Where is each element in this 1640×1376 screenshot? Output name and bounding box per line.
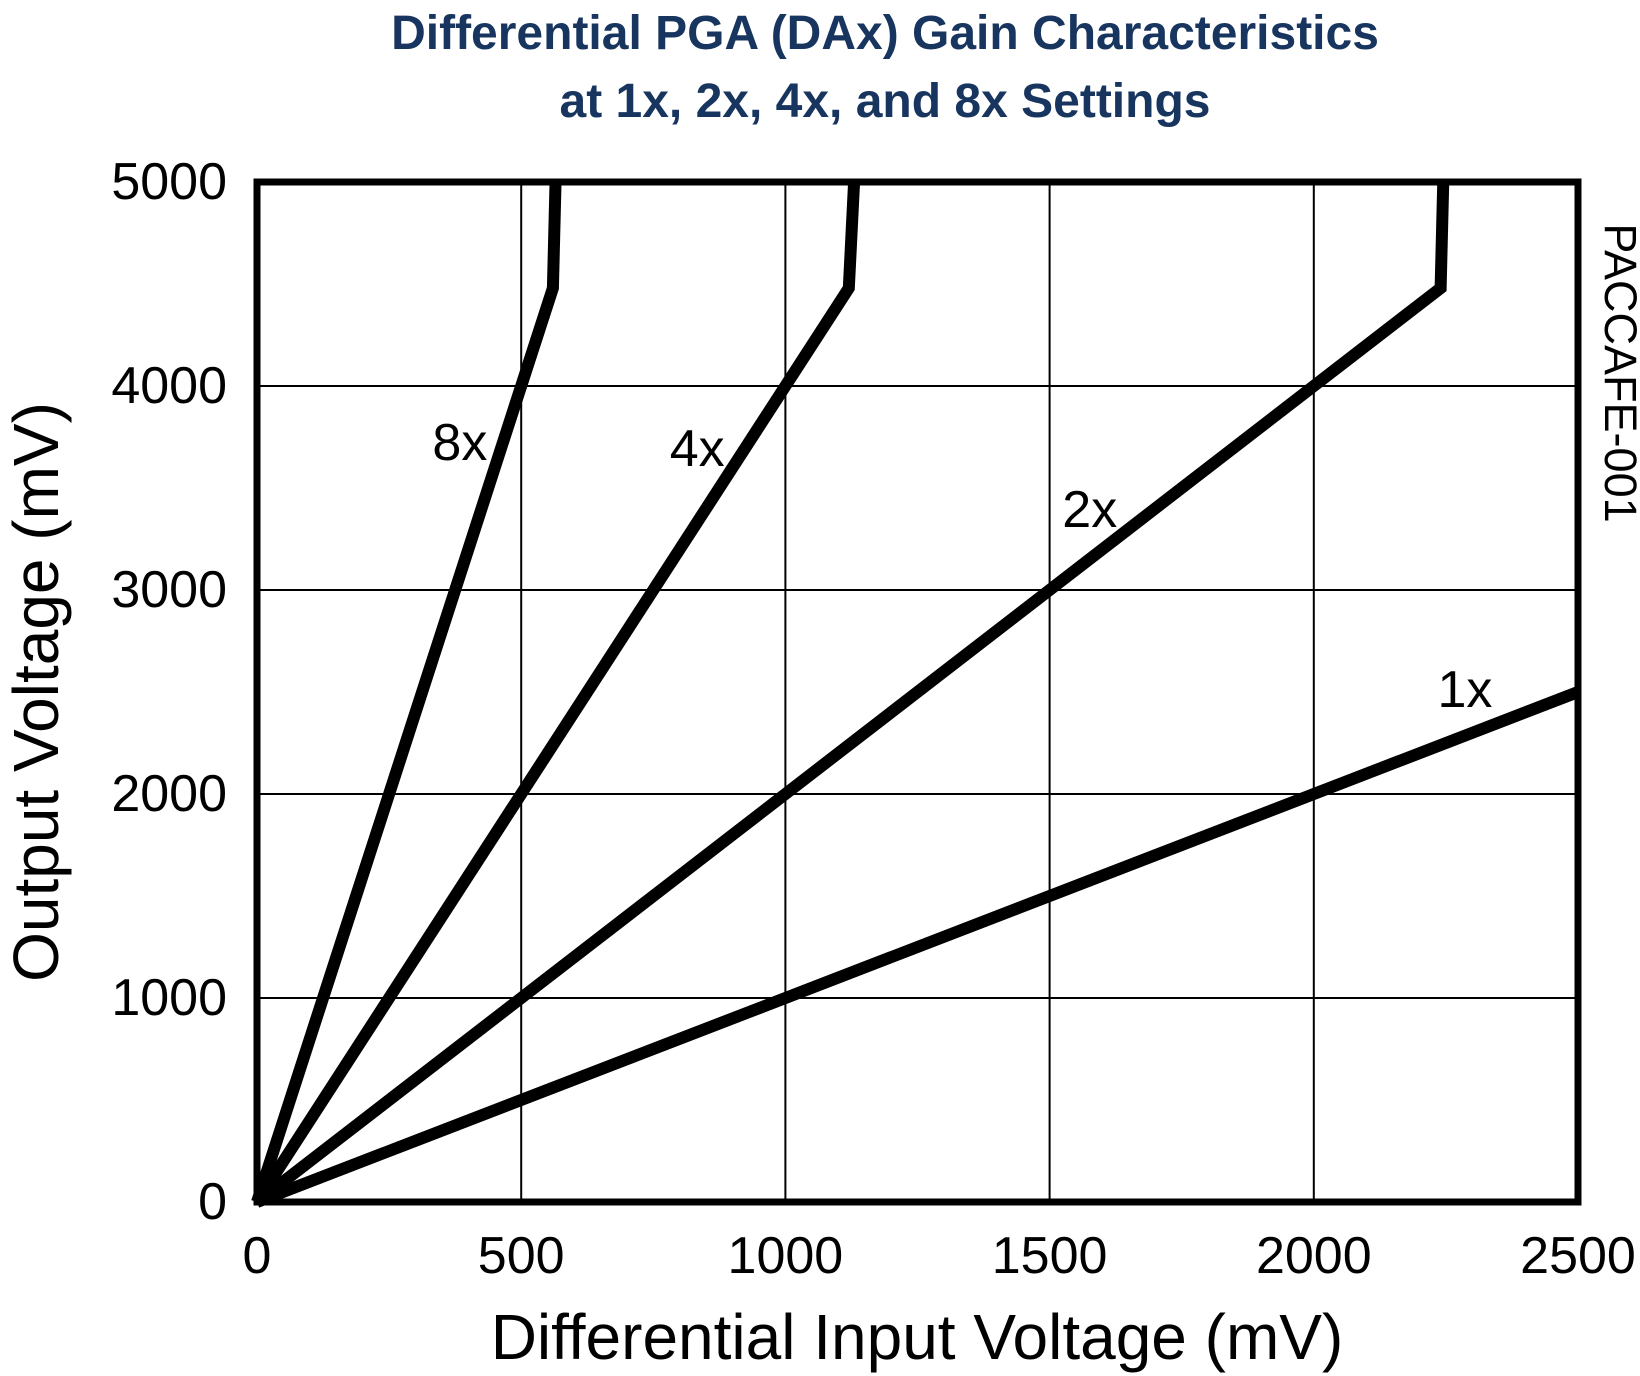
- series-label-2x: 2x: [1062, 481, 1118, 540]
- figure-id-label: PACCAFE-001: [1595, 223, 1640, 523]
- series-label-8x: 8x: [432, 414, 488, 473]
- chart-title-line-2: at 1x, 2x, 4x, and 8x Settings: [559, 75, 1211, 128]
- series-line-8x: [251, 181, 562, 1204]
- y-tick-label-4000: 4000: [111, 357, 227, 415]
- x-tick-label-2500: 2500: [1520, 1227, 1636, 1285]
- series-label-1x: 1x: [1437, 660, 1493, 719]
- y-axis-title: Output Voltage (mV): [0, 402, 72, 982]
- series-line-2x: [253, 181, 1450, 1207]
- x-tick-label-2000: 2000: [1255, 1227, 1372, 1285]
- x-tick-label-1000: 1000: [727, 1227, 844, 1285]
- y-tick-label-1000: 1000: [111, 969, 227, 1027]
- plot-border: [253, 178, 1582, 1206]
- x-tick-label-0: 0: [242, 1227, 272, 1285]
- x-tick-label-1500: 1500: [991, 1227, 1108, 1285]
- chart-title: Differential PGA (DAx) Gain Characterist…: [65, 0, 1640, 136]
- y-tick-label-0: 0: [198, 1173, 227, 1231]
- chart-title-line-1: Differential PGA (DAx) Gain Characterist…: [391, 7, 1379, 60]
- x-axis-title: Differential Input Voltage (mV): [490, 1301, 1344, 1373]
- series-label-4x: 4x: [669, 420, 725, 479]
- series-line-1x: [254, 686, 1581, 1208]
- y-tick-label-3000: 3000: [111, 561, 227, 619]
- y-tick-label-5000: 5000: [111, 153, 227, 211]
- y-tick-label-2000: 2000: [111, 765, 227, 823]
- series-line-4x: [251, 181, 861, 1206]
- x-tick-label-500: 500: [477, 1227, 565, 1285]
